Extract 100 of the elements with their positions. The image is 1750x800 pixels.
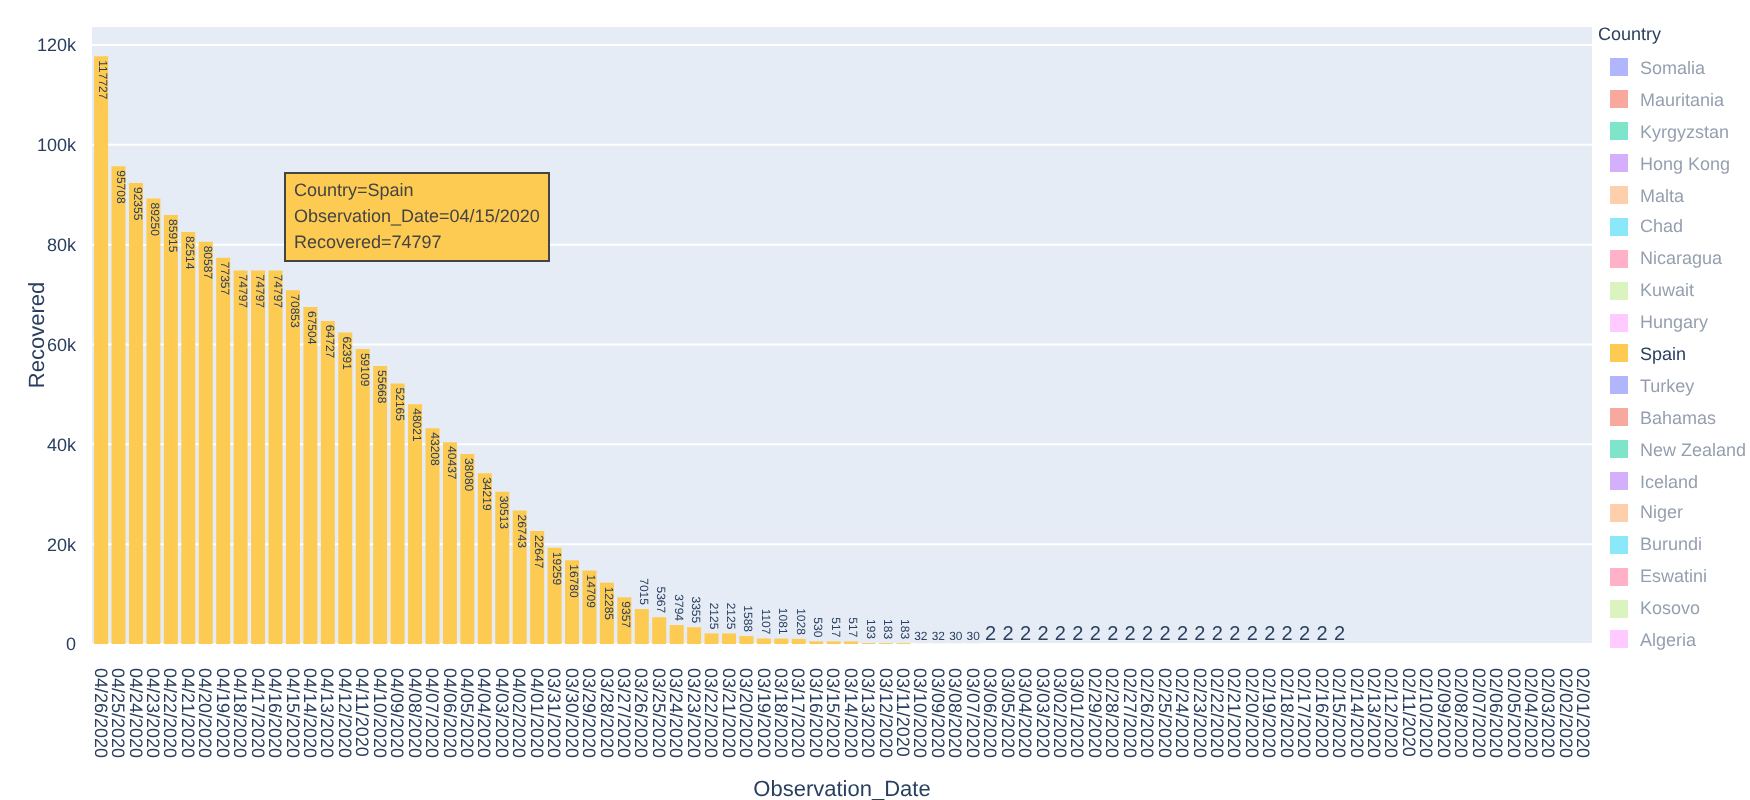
data-label: 2 xyxy=(1142,623,1155,646)
x-tick-label: 02/18/2020 xyxy=(1276,668,1297,759)
x-tick-label: 02/29/2020 xyxy=(1084,668,1105,759)
x-tick-label: 04/17/2020 xyxy=(247,668,268,759)
x-tick-label: 03/05/2020 xyxy=(997,668,1018,759)
legend-label: Bahamas xyxy=(1640,407,1717,428)
data-label: 2 xyxy=(985,623,998,646)
x-tick-label: 02/25/2020 xyxy=(1154,668,1175,759)
x-tick-label: 04/01/2020 xyxy=(526,668,547,759)
x-tick-label: 03/26/2020 xyxy=(631,668,652,759)
y-tick-label: 40k xyxy=(46,434,77,455)
x-tick-label: 02/22/2020 xyxy=(1207,668,1227,759)
x-tick-label: 02/13/2020 xyxy=(1363,668,1384,759)
data-label: 2 xyxy=(1019,623,1032,646)
data-label: 2 xyxy=(1316,623,1329,646)
y-tick-label: 60k xyxy=(46,334,77,355)
x-tick-label: 03/27/2020 xyxy=(613,668,634,759)
x-tick-label: 04/20/2020 xyxy=(195,668,216,759)
x-tick-label: 02/19/2020 xyxy=(1259,668,1280,759)
legend-label: Hungary xyxy=(1640,312,1709,333)
x-tick-label: 04/26/2020 xyxy=(90,668,111,759)
x-tick-label: 03/28/2020 xyxy=(596,668,617,759)
x-tick-label: 02/09/2020 xyxy=(1433,668,1454,759)
x-tick-label: 03/23/2020 xyxy=(683,668,704,759)
x-tick-label: 04/24/2020 xyxy=(125,668,146,759)
x-tick-label: 02/21/2020 xyxy=(1224,668,1245,759)
x-tick-label: 03/04/2020 xyxy=(1015,668,1036,759)
x-tick-label: 03/31/2020 xyxy=(544,668,565,759)
bar xyxy=(94,56,109,644)
data-label: 2 xyxy=(1194,623,1207,646)
x-tick-label: 03/12/2020 xyxy=(875,668,896,759)
data-label: 2 xyxy=(1072,623,1085,646)
legend-title: Country xyxy=(1598,24,1664,44)
x-tick-label: 02/02/2020 xyxy=(1555,668,1576,759)
x-tick-label: 03/16/2020 xyxy=(805,668,826,759)
data-label: 2 xyxy=(1107,623,1120,646)
x-tick-label: 04/19/2020 xyxy=(212,668,233,759)
annotation: Country=Spain xyxy=(294,178,416,204)
data-label: 2 xyxy=(1176,623,1189,646)
x-tick-label: 03/18/2020 xyxy=(770,668,791,759)
legend-label: Nicaragua xyxy=(1640,248,1723,269)
x-tick-label: 03/15/2020 xyxy=(823,668,844,759)
data-label: 2 xyxy=(1037,623,1050,646)
legend-label: Kosovo xyxy=(1640,598,1701,619)
x-tick-label: 03/30/2020 xyxy=(561,668,582,759)
x-tick-label: 03/03/2020 xyxy=(1032,668,1053,759)
y-tick-label: 100k xyxy=(36,135,77,156)
x-tick-label: 03/17/2020 xyxy=(788,668,809,759)
x-tick-label: 04/14/2020 xyxy=(300,668,321,759)
legend-label: Chad xyxy=(1640,216,1684,237)
data-label: 2 xyxy=(1281,623,1294,646)
x-tick-label: 02/04/2020 xyxy=(1520,668,1541,759)
legend-label: Hong Kong xyxy=(1640,153,1731,174)
y-tick-label: 0 xyxy=(65,634,76,655)
x-tick-label: 02/05/2020 xyxy=(1503,668,1524,759)
legend-label: Kyrgyzstan xyxy=(1640,121,1730,142)
x-tick-label: 04/09/2020 xyxy=(387,668,408,759)
legend-label: Burundi xyxy=(1640,534,1703,555)
x-tick-label: 03/29/2020 xyxy=(579,668,600,759)
x-tick-label: 04/25/2020 xyxy=(108,668,129,759)
x-tick-label: 02/01/2020 xyxy=(1573,668,1594,759)
y-tick-label: 20k xyxy=(46,534,77,555)
legend-label: New Zealand xyxy=(1640,439,1747,460)
x-tick-label: 04/06/2020 xyxy=(439,668,460,759)
x-tick-label: 03/14/2020 xyxy=(840,668,861,759)
x-tick-label: 02/08/2020 xyxy=(1451,668,1472,759)
x-tick-label: 03/22/2020 xyxy=(701,668,722,759)
data-label: 2 xyxy=(1211,623,1224,646)
x-tick-label: 03/20/2020 xyxy=(736,668,757,759)
x-tick-label: 04/18/2020 xyxy=(230,668,251,759)
x-tick-label: 04/04/2020 xyxy=(474,668,495,759)
legend-label: Eswatini xyxy=(1640,566,1708,587)
x-tick-label: 03/13/2020 xyxy=(858,668,879,759)
data-label: 2 xyxy=(1264,623,1277,646)
x-tick-label: 02/23/2020 xyxy=(1189,668,1210,759)
y-tick-label: 80k xyxy=(46,235,77,256)
annotation: Recovered=74797 xyxy=(294,230,444,256)
x-tick-label: 04/23/2020 xyxy=(143,668,164,759)
legend-label: Turkey xyxy=(1640,375,1695,396)
data-label: 2 xyxy=(1246,623,1259,646)
x-tick-label: 02/16/2020 xyxy=(1311,668,1332,759)
x-tick-label: 04/05/2020 xyxy=(457,668,477,759)
legend-label: Kuwait xyxy=(1640,280,1695,301)
x-tick-label: 04/12/2020 xyxy=(334,668,355,759)
x-tick-label: 02/14/2020 xyxy=(1346,668,1367,759)
data-label: 2 xyxy=(1089,623,1102,646)
data-label: 2 xyxy=(1159,623,1172,646)
x-tick-label: 04/07/2020 xyxy=(422,668,443,759)
x-tick-label: 03/06/2020 xyxy=(980,668,1001,759)
data-label: 2 xyxy=(1229,623,1242,646)
legend-label: Spain xyxy=(1640,343,1687,364)
x-tick-label: 02/15/2020 xyxy=(1329,668,1350,759)
x-tick-label: 04/15/2020 xyxy=(282,668,303,759)
legend-label: Iceland xyxy=(1640,471,1699,492)
data-label: 2 xyxy=(1054,623,1067,646)
x-tick-label: 03/08/2020 xyxy=(945,668,966,759)
x-tick-label: 04/13/2020 xyxy=(317,668,338,759)
data-label: 2 xyxy=(1124,623,1137,646)
x-tick-label: 04/10/2020 xyxy=(369,668,390,759)
x-tick-label: 04/02/2020 xyxy=(509,668,530,759)
